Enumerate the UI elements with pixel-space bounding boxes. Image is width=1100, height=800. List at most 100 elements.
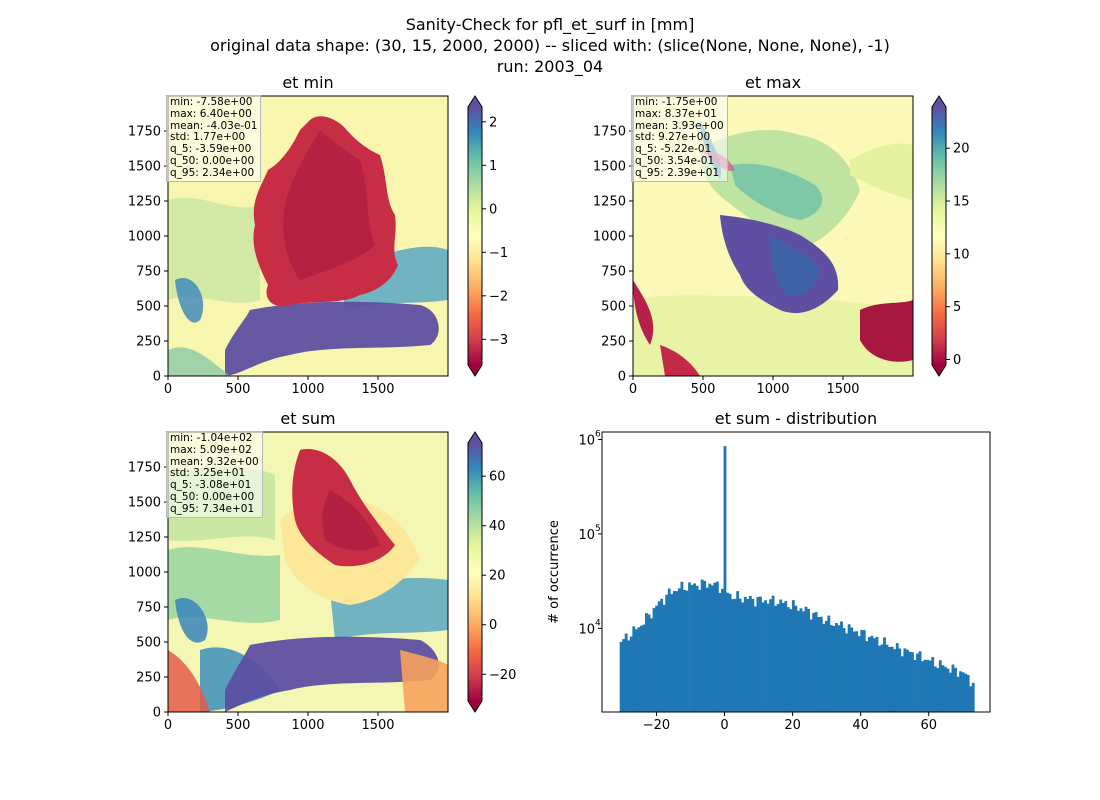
histogram-bar — [736, 591, 740, 712]
figure-title: Sanity-Check for pfl_et_surf in [mm] — [406, 15, 695, 35]
x-tick-label: −20 — [643, 718, 670, 733]
histogram-bar — [959, 671, 962, 712]
histogram-bar — [700, 579, 704, 712]
figure-subtitle: original data shape: (30, 15, 2000, 2000… — [210, 36, 890, 55]
histogram-bar — [819, 616, 823, 712]
histogram-bar — [951, 664, 955, 712]
histogram-bar — [619, 641, 623, 712]
histogram-bar — [726, 592, 729, 712]
histogram-bar — [655, 605, 658, 712]
y-tick-label: 10 — [578, 433, 595, 448]
colorbar-tick-label: −2 — [489, 289, 508, 304]
histogram-bar — [695, 585, 699, 712]
histogram-bar — [771, 595, 775, 712]
histogram-bar — [721, 588, 724, 712]
stat-line: q_5: -3.59e+00 — [170, 143, 252, 156]
histogram-bar — [794, 605, 798, 712]
stat-line: mean: -4.03e-01 — [170, 119, 258, 132]
stat-line: std: 9.27e+00 — [635, 131, 711, 144]
histogram-bar — [857, 636, 861, 712]
x-tick-label: 60 — [920, 718, 937, 733]
histogram-bar — [622, 639, 626, 712]
y-tick-label: 1000 — [128, 566, 161, 581]
histogram-bar — [943, 666, 947, 712]
histogram-bar — [832, 625, 836, 712]
histogram-bar — [756, 596, 760, 712]
panel-sum-title: et sum — [280, 409, 335, 428]
histogram-bar — [680, 581, 684, 712]
figure-run-label: run: 2003_04 — [497, 57, 603, 77]
histogram-bar — [905, 649, 909, 712]
stat-line: q_95: 2.34e+00 — [170, 166, 255, 179]
stat-line: q_50: 0.00e+00 — [170, 490, 255, 503]
colorbar-tick-label: 0 — [489, 618, 497, 633]
y-tick-label: 250 — [136, 335, 161, 350]
x-tick-label: 1000 — [291, 718, 324, 733]
y-tick-label: 250 — [136, 671, 161, 686]
panel-max-axes: 0 500 1000 1500 1750 1500 1250 1000 750 500 250 0 — [593, 125, 860, 398]
colorbar-tick-label: 0 — [953, 353, 961, 368]
histogram-bar — [791, 600, 795, 712]
histogram-bar — [639, 625, 643, 712]
histogram-bar — [850, 627, 854, 712]
histogram-bar — [835, 623, 838, 712]
histogram-bar — [784, 601, 788, 712]
panel-max-stats-box: min: -1.75e+00 max: 8.37e+01 mean: 3.93e+0… — [631, 95, 728, 182]
histogram-bar — [938, 660, 942, 712]
x-tick-label: 500 — [691, 382, 716, 397]
y-tick-label: 750 — [136, 601, 161, 616]
histogram-bar — [862, 630, 866, 712]
histogram-bar — [949, 672, 952, 712]
y-tick-label: 1750 — [593, 125, 626, 140]
histogram-bar — [637, 627, 641, 712]
histogram-bar — [769, 599, 772, 712]
panel-min-stats-box: min: -7.58e+00 max: 6.40e+00 mean: -4.03e-… — [166, 95, 262, 182]
histogram-bar — [837, 625, 841, 712]
colorbar-tick-label: −20 — [489, 668, 516, 683]
colorbar-tick-label: 10 — [953, 247, 970, 262]
histogram-title: et sum - distribution — [715, 409, 877, 428]
histogram-bar — [900, 656, 904, 712]
histogram-bar — [703, 580, 707, 712]
histogram-bar — [677, 588, 681, 712]
histogram-bar — [698, 589, 702, 712]
histogram-bar — [660, 598, 664, 712]
histogram-bar — [946, 668, 950, 712]
y-tick-label: 1750 — [128, 461, 161, 476]
histogram-bar — [966, 674, 970, 712]
colorbar-tick-label: 2 — [489, 115, 497, 130]
histogram-bar — [971, 682, 975, 712]
histogram-bar — [675, 591, 679, 712]
histogram-bar — [693, 583, 696, 712]
y-tick-label: 1750 — [128, 125, 161, 140]
y-tick-label: 10 — [578, 622, 595, 637]
histogram-bar — [774, 605, 778, 712]
histogram-bar — [733, 598, 737, 712]
colorbar-tick-label: −1 — [489, 246, 508, 261]
histogram-bar — [895, 643, 899, 712]
histogram-bar — [913, 659, 917, 712]
y-tick-label: 1000 — [593, 230, 626, 245]
x-tick-label: 500 — [226, 718, 251, 733]
panel-max-map — [633, 96, 913, 376]
histogram-bar — [728, 593, 732, 712]
histogram-bar — [667, 588, 671, 712]
histogram-frame — [601, 431, 991, 713]
histogram-bar — [766, 603, 770, 712]
histogram-bar — [789, 609, 793, 712]
histogram-bar — [799, 608, 803, 712]
x-tick-label: 500 — [226, 382, 251, 397]
y-tick-label: 1250 — [593, 195, 626, 210]
y-tick-label: 500 — [136, 636, 161, 651]
histogram-bar — [852, 631, 856, 712]
histogram-bar — [814, 612, 818, 712]
histogram-bar — [885, 644, 889, 712]
panel-min-map — [168, 96, 448, 376]
panel-max-title: et max — [745, 73, 801, 92]
histogram-bar — [743, 596, 747, 712]
panel-min-axes: 0 500 1000 1500 1750 1500 1250 1000 750 500 250 0 — [128, 125, 395, 398]
histogram-bar — [878, 645, 881, 712]
y-tick-label: 1250 — [128, 531, 161, 546]
histogram-bar — [797, 610, 800, 712]
histogram-bar — [779, 599, 783, 712]
